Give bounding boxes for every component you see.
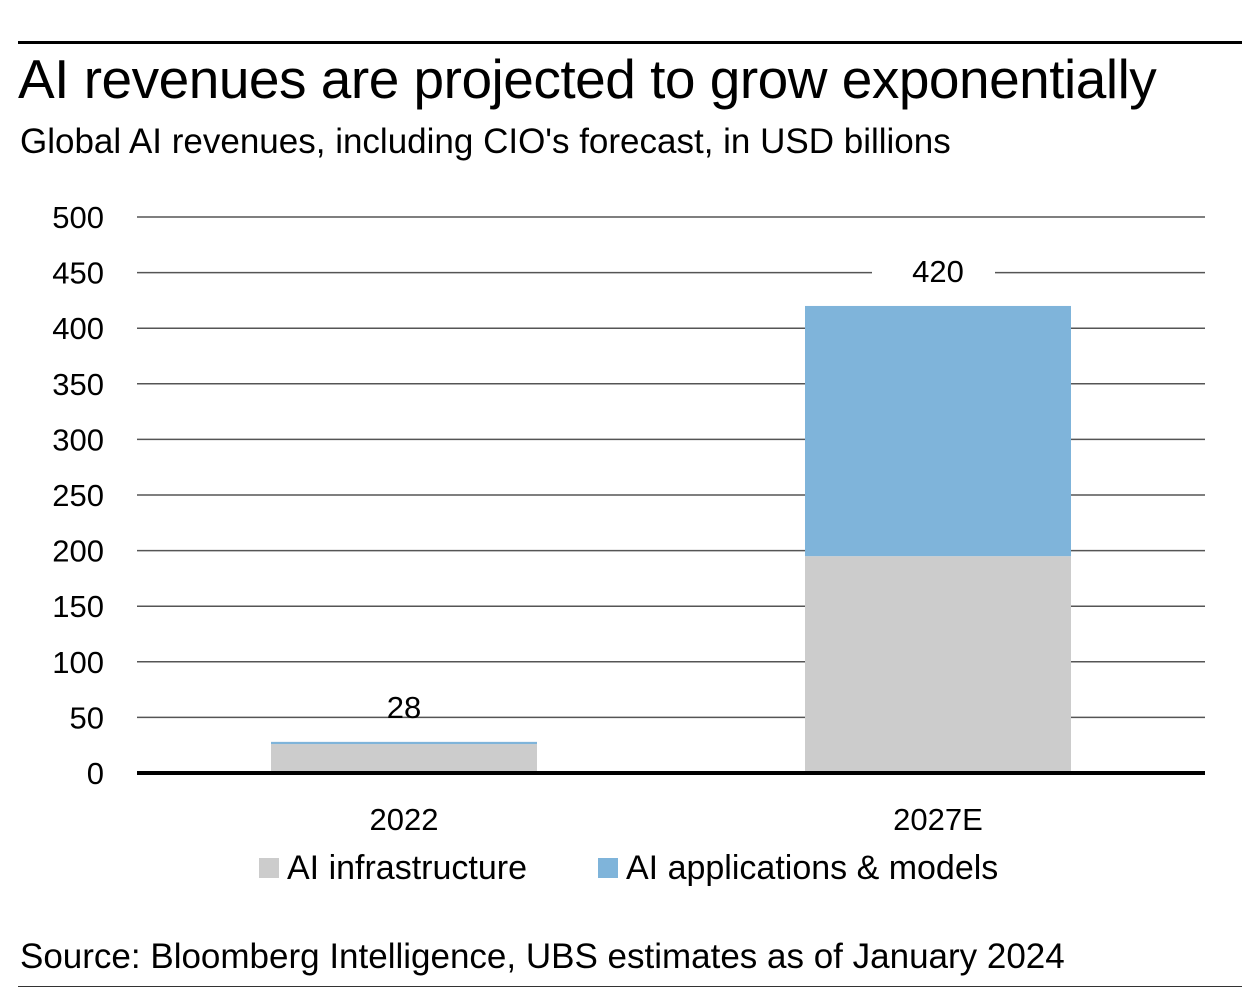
y-tick-label: 450 — [52, 256, 104, 291]
bar-infrastructure-2022 — [271, 744, 537, 773]
y-tick-label: 150 — [52, 589, 104, 624]
legend-swatch-infrastructure — [259, 858, 279, 879]
legend-label-infrastructure: AI infrastructure — [287, 849, 527, 887]
total-label: 28 — [387, 690, 421, 725]
y-tick-label: 300 — [52, 422, 104, 457]
bar-applications-2027e — [805, 305, 1071, 557]
x-tick-label: 2027E — [893, 802, 983, 837]
y-tick-label: 400 — [52, 311, 104, 346]
bar-applications-2022 — [271, 741, 537, 745]
legend-item-infrastructure: AI infrastructure — [259, 846, 527, 890]
legend: AI infrastructure AI applications & mode… — [0, 846, 1260, 890]
y-tick-label: 100 — [52, 645, 104, 680]
legend-swatch-applications — [598, 858, 618, 879]
top-rule — [18, 41, 1242, 44]
chart-title: AI revenues are projected to grow expone… — [18, 48, 1157, 110]
bar-infrastructure-2027e — [805, 556, 1071, 773]
y-tick-label: 500 — [52, 200, 104, 235]
y-tick-label: 0 — [87, 756, 104, 791]
legend-item-applications: AI applications & models — [598, 846, 998, 890]
legend-label-applications: AI applications & models — [626, 849, 999, 887]
source-note: Source: Bloomberg Intelligence, UBS esti… — [20, 937, 1065, 976]
y-tick-label: 350 — [52, 367, 104, 402]
total-label: 420 — [912, 254, 964, 289]
chart-subtitle: Global AI revenues, including CIO's fore… — [20, 122, 951, 161]
bottom-rule — [18, 986, 1242, 987]
x-tick-label: 2022 — [370, 802, 439, 837]
y-tick-label: 50 — [70, 700, 104, 735]
y-tick-label: 250 — [52, 478, 104, 513]
y-tick-label: 200 — [52, 534, 104, 569]
